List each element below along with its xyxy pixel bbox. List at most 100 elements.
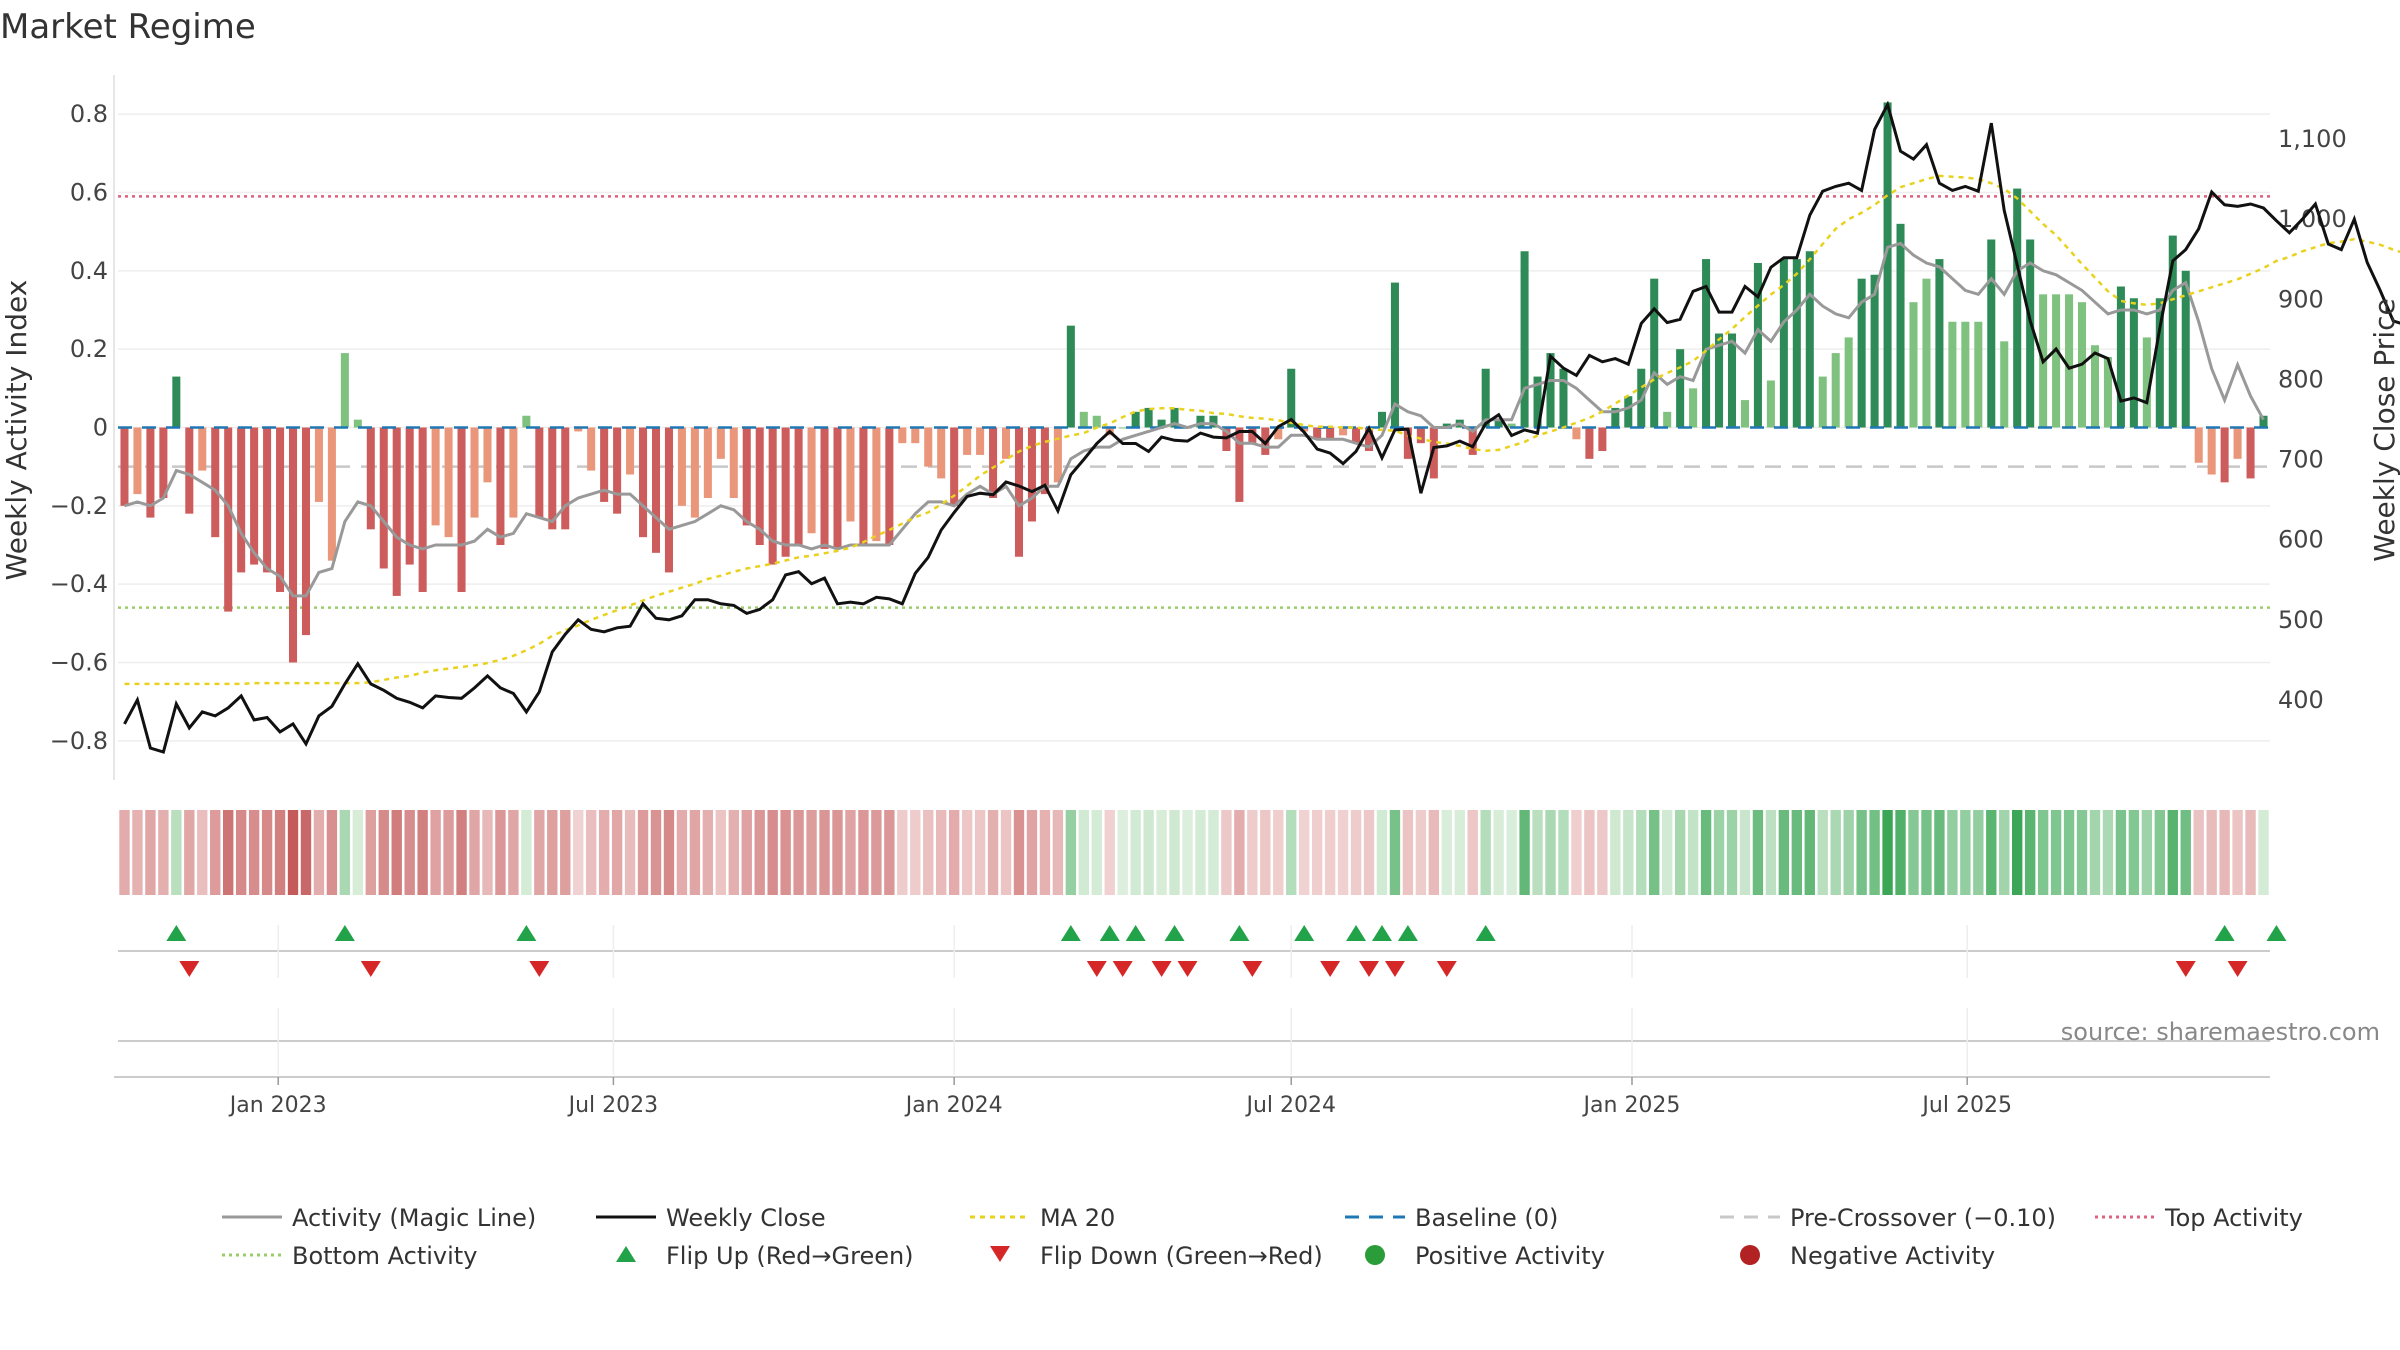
heat-cell (1856, 810, 1867, 895)
activity-bar (509, 427, 518, 518)
activity-bar (2116, 286, 2125, 428)
heat-cell (521, 810, 532, 895)
heat-cell (1843, 810, 1854, 895)
flip-up-marker (1346, 925, 1367, 941)
y2-tick-label: 700 (2278, 446, 2324, 474)
activity-bar (431, 427, 440, 526)
activity-bar (1002, 427, 1011, 459)
heat-cell (767, 810, 778, 895)
heat-cell (352, 810, 364, 895)
activity-bar (1326, 427, 1335, 440)
activity-bar (185, 427, 194, 514)
ma20-series (124, 174, 2400, 686)
activity-bar (1883, 102, 1892, 428)
heat-cell (1493, 810, 1504, 895)
activity-bar (1689, 388, 1698, 428)
y2-tick-label: 500 (2278, 606, 2324, 634)
flip-down-marker (1384, 961, 1405, 977)
heat-cell (2193, 810, 2204, 895)
heat-cell (2141, 810, 2153, 895)
activity-bar (677, 427, 686, 506)
heat-cell (1208, 810, 1219, 895)
y2-tick-label: 800 (2278, 365, 2324, 393)
activity-bar (1144, 407, 1153, 428)
y-tick-label: 0.6 (70, 179, 108, 207)
activity-bar (2090, 345, 2100, 428)
activity-bar (2181, 270, 2190, 428)
heat-cell (2258, 810, 2269, 895)
activity-bar (496, 427, 505, 545)
heat-cell (2206, 810, 2217, 895)
heat-cell (1623, 810, 1634, 895)
activity-bar (133, 427, 142, 495)
activity-bar (639, 427, 648, 538)
heat-cell (1973, 810, 1984, 895)
heat-cell (1532, 810, 1543, 895)
heat-cell (806, 810, 817, 895)
heat-cell (1286, 810, 1297, 895)
flip-down-marker (179, 961, 200, 977)
heat-cell (1337, 810, 1349, 895)
activity-bar (1896, 223, 1905, 428)
heat-cell (1791, 810, 1803, 895)
heat-cell (974, 810, 986, 895)
heat-cell (897, 810, 908, 895)
activity-bar (444, 427, 453, 538)
activity-bar (820, 427, 829, 549)
heat-cell (2037, 810, 2049, 895)
activity-bar (2246, 427, 2255, 479)
flip-up-marker (1164, 925, 1185, 941)
heat-cell (1363, 810, 1375, 895)
y-tick-label: 0.2 (70, 335, 108, 363)
heat-cell (482, 810, 493, 895)
y-tick-label: 0.8 (70, 100, 108, 128)
activity-bar (651, 427, 661, 553)
heat-cell (1182, 810, 1193, 895)
flip-down-marker (1242, 961, 1263, 977)
activity-bar (1987, 239, 1996, 428)
flip-up-marker (516, 925, 537, 941)
flip-up-marker (1229, 925, 1250, 941)
heat-cell (1610, 810, 1621, 895)
heat-cell (1260, 810, 1271, 895)
activity-bar (470, 427, 479, 518)
activity-bar (2013, 188, 2022, 428)
activity-bar (794, 427, 803, 545)
flip-down-marker (1359, 961, 1380, 977)
heat-cell (326, 810, 338, 895)
source-credit: source: sharemaestro.com (2061, 1018, 2380, 1046)
activity-bar (1624, 396, 1633, 428)
activity-bar (1702, 259, 1711, 428)
activity-bar (587, 427, 596, 471)
heat-cell (2024, 810, 2036, 895)
activity-bar (301, 427, 310, 636)
heat-cell (1026, 810, 1038, 895)
heat-cell (1545, 810, 1556, 895)
heat-cell (1169, 810, 1180, 895)
legend-item: MA 20 (970, 1204, 1115, 1232)
activity-bar (2207, 427, 2216, 475)
heat-cell (378, 810, 389, 895)
heat-cell (1324, 810, 1336, 895)
activity-bar (120, 427, 129, 506)
heat-cell (624, 810, 636, 895)
heat-cell (754, 810, 765, 895)
flip-up-marker (2266, 925, 2287, 941)
activity-bar (1857, 278, 1866, 428)
heat-cell (780, 810, 791, 895)
heat-cell (663, 810, 675, 895)
heat-cell (300, 810, 312, 895)
activity-bar (1429, 427, 1438, 479)
heat-cell (158, 810, 169, 895)
heat-cell (1376, 810, 1388, 895)
activity-bar (833, 427, 842, 549)
heat-cell (1311, 810, 1323, 895)
activity-bar (1027, 427, 1036, 522)
activity-bar (1196, 415, 1205, 428)
activity-bar (561, 427, 570, 530)
activity-bar (211, 427, 220, 538)
x-tick-label: Jul 2025 (1920, 1093, 2012, 1118)
y-tick-label: 0 (93, 414, 108, 442)
heat-cell (1960, 810, 1971, 895)
legend-label: Baseline (0) (1415, 1204, 1558, 1232)
